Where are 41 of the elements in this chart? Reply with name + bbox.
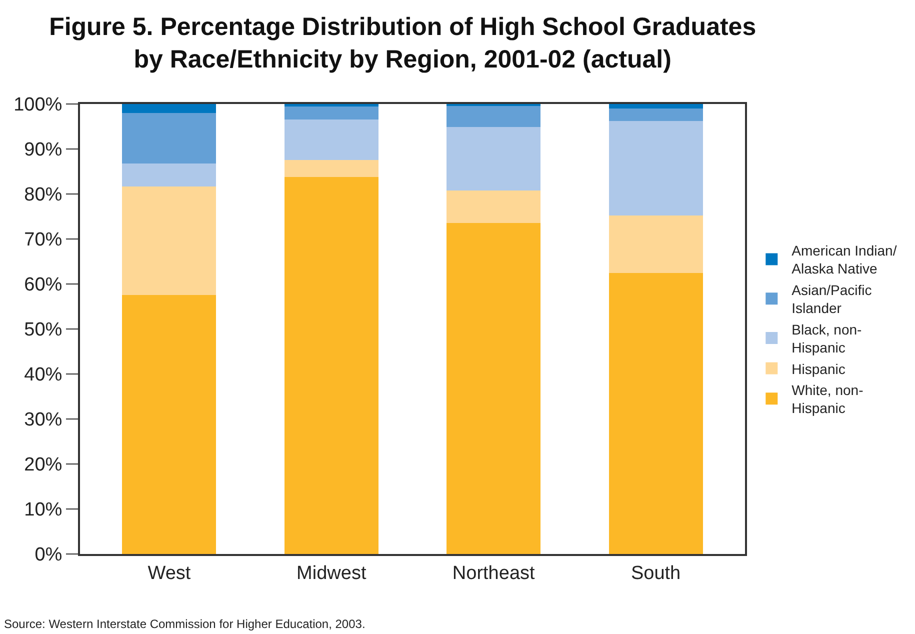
bar <box>608 108 703 122</box>
bar <box>446 126 541 190</box>
x-tick-label: West <box>148 562 192 584</box>
y-tick-label: 80% <box>24 184 62 206</box>
bar <box>284 160 378 177</box>
legend-label: Black, non-Hispanic <box>792 321 862 356</box>
legend-label: American Indian/ Alaska Native <box>792 242 897 277</box>
legend-label: Hispanic <box>792 360 846 377</box>
y-tick-label: 0% <box>34 544 62 566</box>
legend-label: White, non-Hispanic <box>792 382 864 416</box>
y-tick-label: 70% <box>24 230 62 251</box>
x-tick-label: Northeast <box>452 562 536 584</box>
bar <box>284 176 378 554</box>
y-tick-label: 40% <box>24 364 62 386</box>
bar <box>122 163 216 186</box>
bar <box>446 222 541 554</box>
chart-title: Figure 5. Percentage Distribution of High School Graduates by Race/Ethnicity by Region, 2001-02 (actual) <box>49 12 756 74</box>
y-tick-label: 50% <box>24 320 62 341</box>
y-tick-label: 20% <box>24 454 62 476</box>
source-note: Source: Western Interstate Commission for Higher Education, 2003. <box>4 617 366 631</box>
bar <box>608 216 703 273</box>
bar <box>284 104 378 107</box>
y-tick-label: 90% <box>24 140 62 161</box>
x-tick-label: Midwest <box>296 562 367 584</box>
bar <box>122 294 216 554</box>
bar <box>608 104 703 108</box>
bar <box>122 104 216 113</box>
bar <box>608 272 703 554</box>
x-tick-label: South <box>630 562 681 584</box>
bar <box>446 190 541 223</box>
y-tick-label: 10% <box>24 500 62 521</box>
y-tick-label: 100% <box>14 94 62 116</box>
bar <box>608 121 703 216</box>
bar <box>284 106 378 120</box>
legend-label: Asian/Pacific Islander <box>792 282 872 316</box>
bar <box>122 113 216 164</box>
y-tick-label: 30% <box>24 410 62 431</box>
bar <box>122 186 216 295</box>
bar <box>446 105 541 127</box>
bar <box>284 119 378 160</box>
y-tick-label: 60% <box>24 274 62 296</box>
